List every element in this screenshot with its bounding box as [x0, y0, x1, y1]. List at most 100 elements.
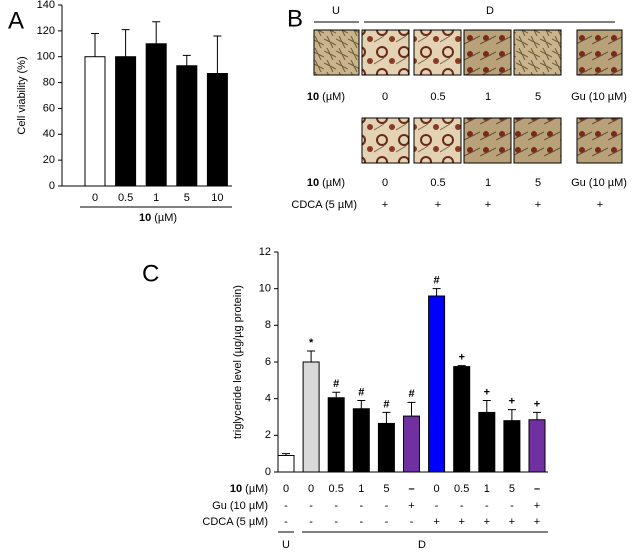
gu-label: Gu (10 µM)	[212, 500, 268, 512]
significance: #	[383, 398, 389, 410]
gu-mark: -	[359, 500, 363, 512]
y-tick-label: 80	[43, 76, 55, 88]
row-label: 10 (µM)	[307, 91, 345, 103]
error-bar	[407, 401, 416, 417]
y-tick-label: 8	[265, 319, 271, 331]
dose-label: 0.5	[430, 177, 445, 189]
cdca-mark: +	[597, 199, 603, 211]
significance: +	[458, 352, 464, 364]
bar	[528, 419, 546, 473]
gu-mark: -	[334, 500, 338, 512]
x-tick-label: 1	[358, 483, 364, 495]
dose-label: 5	[535, 177, 541, 189]
error-bar	[282, 453, 290, 456]
y-tick-label: 12	[259, 246, 271, 258]
y-tick-label: 60	[43, 102, 55, 114]
y-tick-label: 20	[43, 154, 55, 166]
micrograph	[576, 29, 623, 76]
cdca-mark: +	[458, 516, 464, 528]
gu-mark: -	[385, 500, 389, 512]
y-tick-label: 10	[259, 283, 271, 295]
x-tick-label: 0.5	[118, 192, 133, 204]
micrograph	[463, 117, 512, 164]
gu-mark: +	[408, 500, 414, 512]
x-tick-label: 0.5	[329, 483, 344, 495]
x-tick-label: –	[408, 483, 414, 495]
error-bar	[507, 409, 516, 421]
dose-label: 1	[485, 91, 491, 103]
y-tick-label: 4	[265, 393, 271, 405]
micrograph	[576, 117, 623, 164]
x-tick-label: 1	[484, 483, 490, 495]
cdca-mark: +	[534, 516, 540, 528]
cdca-mark: +	[435, 199, 441, 211]
y-tick-label: 140	[37, 0, 55, 11]
bar	[377, 422, 395, 473]
micrograph	[413, 29, 462, 76]
row-label-unit: (µM)	[322, 91, 345, 103]
cdca-label: CDCA (5 µM)	[202, 516, 268, 528]
y-axis-label: Cell viability (%)	[16, 56, 28, 134]
panel-label: C	[142, 260, 159, 287]
bar	[503, 420, 521, 473]
gu-label: Gu (10 µM)	[571, 177, 627, 189]
row-label: 10 (µM)	[139, 212, 177, 224]
x-tick-label: 5	[383, 483, 389, 495]
dose-label: 0	[382, 177, 388, 189]
cdca-mark: +	[535, 199, 541, 211]
bar	[453, 366, 471, 473]
panel-b: U D	[313, 5, 623, 164]
micrograph	[513, 117, 562, 164]
panel-label: B	[287, 5, 303, 32]
bar	[145, 43, 167, 187]
x-tick-label: 5	[509, 483, 515, 495]
cdca-mark: +	[509, 516, 515, 528]
gu-mark: -	[309, 500, 313, 512]
row-label-unit: (µM)	[322, 177, 345, 189]
cdca-mark: -	[284, 516, 288, 528]
bar	[115, 56, 137, 187]
panel-label: A	[8, 7, 24, 34]
cdca-mark: -	[359, 516, 363, 528]
cdca-mark: -	[309, 516, 313, 528]
error-bar	[213, 35, 222, 74]
error-bar	[182, 54, 191, 66]
error-bar	[121, 29, 130, 57]
dose-label: 5	[535, 91, 541, 103]
significance: #	[434, 275, 440, 287]
significance: #	[408, 388, 414, 400]
gu-mark: -	[435, 500, 439, 512]
error-bar	[91, 32, 99, 57]
gu-mark: -	[460, 500, 464, 512]
significance: *	[309, 337, 314, 349]
row-label: 10 (µM)	[307, 177, 345, 189]
x-tick-label: 0	[308, 483, 314, 495]
error-bar	[482, 400, 491, 413]
cdca-mark: +	[484, 516, 490, 528]
x-tick-label: 0	[434, 483, 440, 495]
dose-label: 1	[485, 177, 491, 189]
bar	[403, 415, 420, 473]
cdca-mark: +	[485, 199, 491, 211]
cdca-label: CDCA (5 µM)	[291, 199, 357, 211]
bar	[277, 455, 295, 473]
row-label-bold: 10	[307, 177, 319, 189]
x-tick-label: 0	[92, 192, 98, 204]
gu-label: Gu (10 µM)	[571, 91, 627, 103]
cdca-mark: -	[410, 516, 414, 528]
gu-mark: -	[485, 500, 489, 512]
error-bar	[307, 350, 316, 362]
cdca-mark: -	[385, 516, 389, 528]
x-tick-label: –	[534, 483, 540, 495]
significance: #	[358, 386, 364, 398]
significance: +	[534, 398, 540, 410]
gu-mark: -	[510, 500, 514, 512]
error-bar	[152, 21, 161, 44]
dose-label: 0	[382, 91, 388, 103]
group-label: U	[332, 5, 340, 17]
cdca-mark: +	[433, 516, 439, 528]
micrograph	[361, 29, 410, 76]
bar	[327, 397, 345, 473]
row-label-bold: 10	[230, 483, 242, 495]
